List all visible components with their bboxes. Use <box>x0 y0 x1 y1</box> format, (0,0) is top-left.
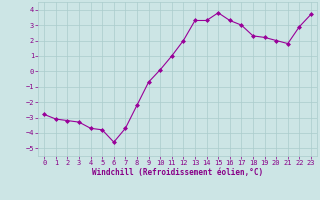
X-axis label: Windchill (Refroidissement éolien,°C): Windchill (Refroidissement éolien,°C) <box>92 168 263 177</box>
